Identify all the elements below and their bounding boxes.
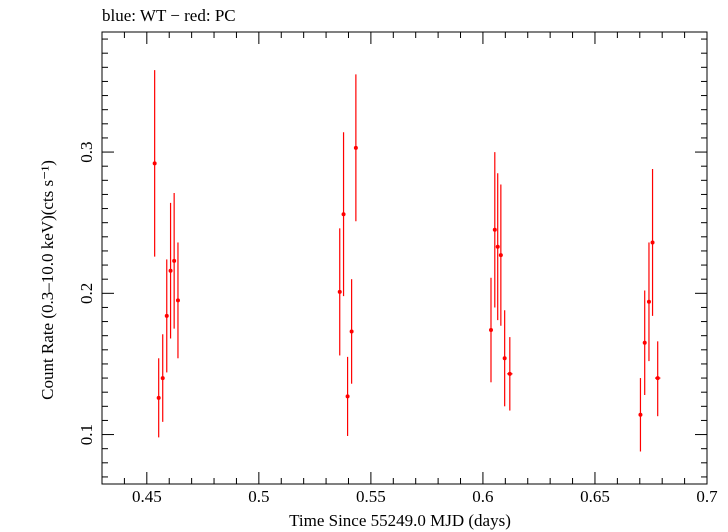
data-point: [495, 173, 500, 321]
point-marker: [655, 376, 660, 381]
point-marker: [345, 394, 350, 399]
data-point: [498, 184, 503, 326]
point-marker: [337, 289, 342, 294]
point-marker: [492, 227, 497, 232]
x-tick-label: 0.65: [580, 487, 610, 506]
point-marker: [172, 258, 177, 263]
data-point: [349, 279, 354, 384]
point-marker: [646, 299, 651, 304]
x-tick-label: 0.5: [248, 487, 269, 506]
data-point: [341, 132, 346, 297]
point-marker: [353, 145, 358, 150]
point-marker: [495, 244, 500, 249]
data-point: [172, 193, 177, 329]
point-marker: [160, 376, 165, 381]
data-point: [152, 70, 157, 257]
point-marker: [642, 340, 647, 345]
data-point: [646, 242, 651, 362]
point-marker: [638, 412, 643, 417]
data-point: [655, 341, 661, 417]
point-marker: [650, 240, 655, 245]
y-axis-label: Count Rate (0.3–10.0 keV)(cts s⁻¹): [38, 160, 57, 400]
tick-labels: 0.45 0.5 0.55 0.6 0.65 0.7 0.1 0.2 0.3: [77, 141, 718, 506]
point-marker: [502, 356, 507, 361]
data-point: [650, 169, 655, 316]
point-marker: [175, 298, 180, 303]
data-point: [175, 242, 180, 359]
data-point: [337, 228, 342, 356]
point-marker: [488, 328, 493, 333]
data-point: [502, 310, 507, 407]
chart-title: blue: WT − red: PC: [102, 6, 236, 25]
data-point: [638, 378, 643, 452]
point-marker: [168, 268, 173, 273]
data-point: [160, 334, 165, 422]
x-tick-label: 0.6: [472, 487, 493, 506]
point-marker: [341, 212, 346, 217]
data-point: [492, 152, 497, 308]
point-marker: [152, 161, 157, 166]
y-tick-label: 0.2: [77, 283, 96, 304]
x-axis-label: Time Since 55249.0 MJD (days): [289, 511, 511, 530]
data-point: [488, 277, 493, 383]
data-point: [507, 337, 513, 411]
y-tick-label: 0.1: [77, 424, 96, 445]
x-tick-label: 0.7: [696, 487, 718, 506]
data-point: [353, 74, 358, 222]
axis-ticks: [101, 32, 708, 484]
point-marker: [349, 329, 354, 334]
data-points: [152, 70, 661, 452]
point-marker: [498, 253, 503, 258]
data-point: [156, 358, 161, 438]
point-marker: [164, 313, 169, 318]
x-tick-label: 0.45: [132, 487, 162, 506]
data-point: [164, 259, 169, 373]
data-point: [168, 202, 173, 339]
data-point: [642, 290, 647, 396]
point-marker: [507, 371, 512, 376]
y-tick-label: 0.3: [77, 141, 96, 162]
x-tick-label: 0.55: [356, 487, 386, 506]
data-point: [345, 356, 350, 436]
plot-frame: [101, 31, 708, 485]
point-marker: [156, 395, 161, 400]
